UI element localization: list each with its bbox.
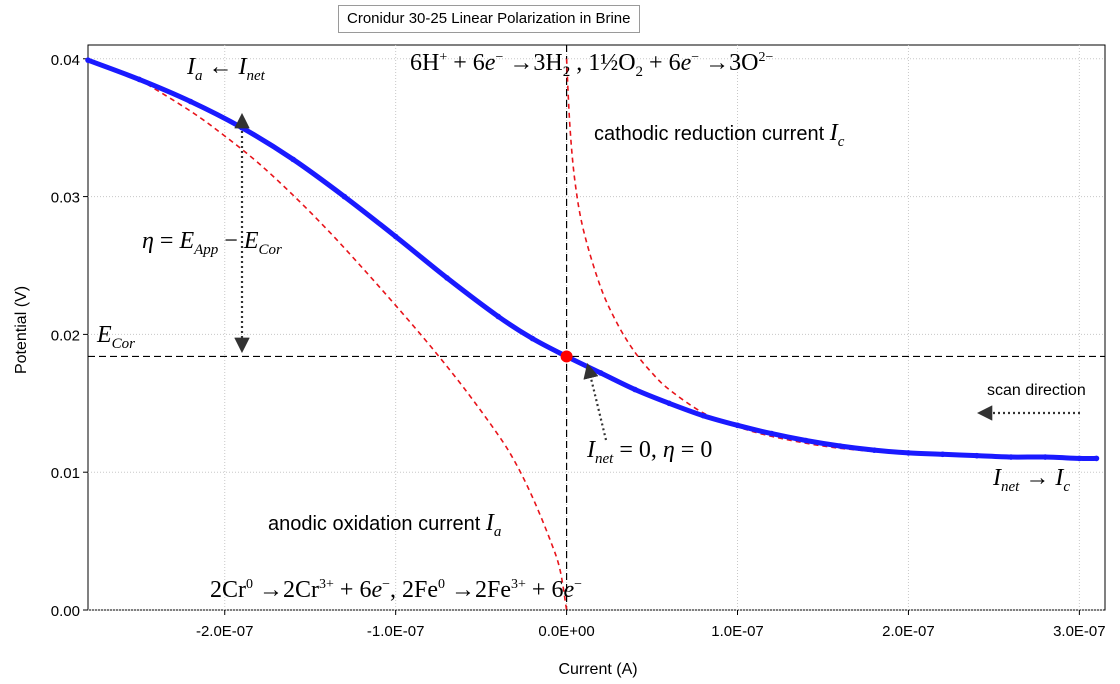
x-tick-label: -1.0E-07 [367, 623, 425, 640]
data-point [341, 193, 348, 200]
x-tick-label: 1.0E-07 [711, 623, 764, 640]
data-point [187, 98, 194, 105]
y-axis-label: Potential (V) [13, 286, 30, 374]
x-tick-label: 2.0E-07 [882, 623, 935, 640]
data-point [495, 313, 502, 320]
anodic-reaction-equation: 2Cr0 →2Cr3+ + 6e−, 2Fe0 →2Fe3+ + 6e− [210, 577, 582, 603]
y-tick-label: 0.00 [51, 603, 80, 620]
points-layer [560, 350, 573, 363]
data-point [837, 443, 843, 449]
grid-lines [88, 45, 1105, 611]
scan-direction-label: scan direction [987, 382, 1086, 399]
axis-ticks: -2.0E-07 -1.0E-07 0.0E+00 1.0E-07 2.0E-07 3.0… [51, 52, 1106, 640]
data-point [974, 452, 980, 459]
equilibrium-condition-label: Inet = 0, η = 0 [586, 437, 712, 467]
data-point [1042, 454, 1048, 460]
anodic-current-curve [138, 78, 568, 611]
x-tick-label: 3.0E-07 [1053, 623, 1106, 640]
y-tick-label: 0.02 [51, 327, 80, 344]
data-point [700, 412, 707, 419]
data-point [871, 447, 878, 453]
x-tick-label: -2.0E-07 [196, 623, 254, 640]
cathodic-current-label: cathodic reduction current Ic [594, 120, 845, 150]
data-point [939, 451, 946, 458]
data-point [1008, 454, 1014, 460]
y-tick-label: 0.04 [51, 52, 80, 69]
data-point [85, 57, 91, 63]
ecor-label: ECor [96, 322, 135, 352]
data-point [803, 437, 809, 444]
data-point [597, 370, 604, 376]
data-point [1076, 455, 1083, 462]
data-point [905, 450, 912, 456]
inet-to-ic-label: Inet → Ic [992, 465, 1070, 495]
ia-from-inet-label: Ia ← Inet [186, 54, 266, 84]
series-layer [85, 57, 1100, 611]
data-point [444, 275, 450, 281]
cathodic-reaction-equation: 6H+ + 6e− →3H2 , 1½O2 + 6e− →3O2− [410, 50, 774, 80]
cathodic-current-curve [565, 58, 1080, 460]
data-point [768, 430, 775, 437]
y-tick-label: 0.01 [51, 465, 80, 482]
data-point [632, 386, 638, 393]
reference-lines [88, 45, 1105, 610]
data-point [666, 400, 672, 407]
corrosion-point-marker [560, 350, 573, 363]
chart-title: Cronidur 30-25 Linear Polarization in Br… [338, 5, 640, 33]
data-point [734, 422, 741, 429]
data-point [1093, 455, 1100, 462]
data-point [136, 76, 143, 83]
x-axis-label: Current (A) [558, 661, 637, 678]
data-point [529, 335, 536, 342]
data-point [290, 156, 296, 163]
anodic-current-label: anodic oxidation current Ia [268, 510, 501, 540]
x-tick-label: 0.0E+00 [538, 623, 594, 640]
data-point [392, 233, 399, 240]
overpotential-equation: η = EApp − ECor [142, 228, 282, 258]
y-tick-label: 0.03 [51, 190, 80, 207]
